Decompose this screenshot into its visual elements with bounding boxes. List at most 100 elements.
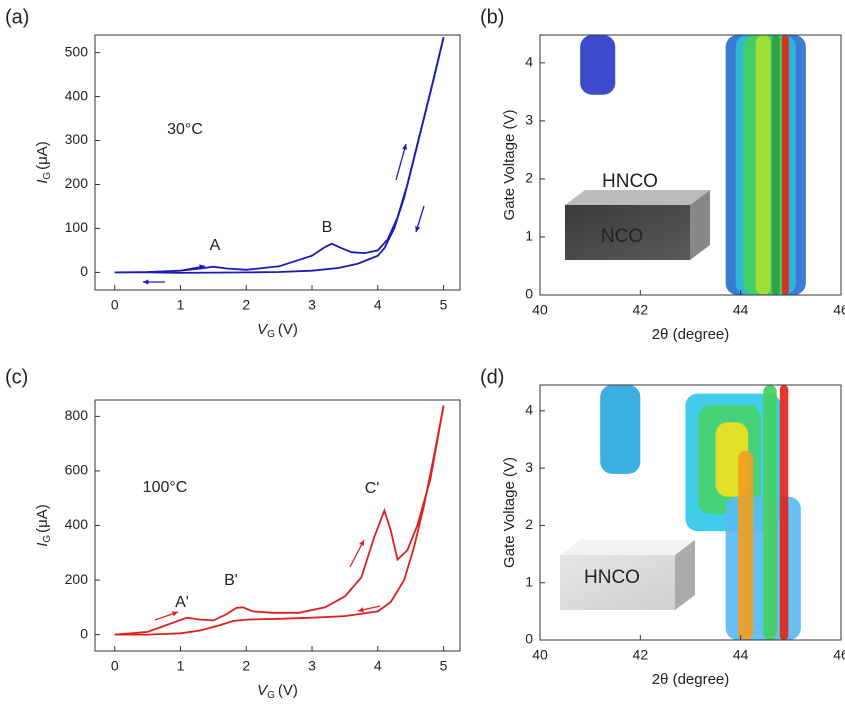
panel-label: (c): [5, 366, 28, 388]
y-axis-label: IG (μA): [34, 141, 53, 184]
intensity-region: [580, 35, 616, 95]
inset-label: HNCO: [602, 171, 658, 192]
x-tick-label: 5: [440, 658, 448, 674]
label-symbol: V: [257, 682, 269, 699]
axes-frame: [539, 34, 842, 296]
intensity-region: [771, 35, 780, 295]
y-tick-label: 1: [525, 228, 533, 244]
intensity-region: [779, 385, 789, 640]
inset-box: [560, 555, 675, 610]
plot-area: [600, 385, 801, 640]
plot-area: [114, 405, 445, 636]
y-tick-label: 200: [65, 175, 89, 191]
y-tick-label: 300: [65, 131, 89, 147]
y-axis-label: IG (μA): [34, 504, 53, 547]
axes-frame: [539, 384, 842, 641]
arrow-head: [172, 611, 178, 617]
x-tick-label: 0: [111, 297, 119, 313]
y-tick-label: 400: [65, 516, 89, 532]
label-unit: (V): [278, 682, 298, 699]
inset-box-side: [675, 540, 695, 610]
x-tick-label: 0: [111, 658, 119, 674]
y-tick-label: 2: [525, 170, 533, 186]
data-line: [114, 36, 445, 274]
label-sub: G: [42, 172, 53, 180]
x-tick-label: 1: [177, 297, 185, 313]
label-symbol: I: [34, 180, 51, 184]
y-tick-label: 0: [525, 631, 533, 647]
y-tick-label: 3: [525, 459, 533, 475]
data-line: [114, 405, 445, 636]
x-tick-label: 3: [308, 658, 316, 674]
inset-box: [565, 205, 690, 260]
intensity-region: [763, 385, 777, 640]
x-tick-label: 46: [833, 647, 845, 663]
plot-area: [114, 36, 445, 274]
y-axis-label: Gate Voltage (V): [501, 457, 518, 568]
arrow-head: [143, 279, 149, 285]
label-sub: G: [267, 329, 275, 340]
annotation: B: [322, 219, 333, 236]
plot-area: [580, 35, 806, 295]
y-tick-label: 2: [525, 516, 533, 532]
y-tick-label: 100: [65, 219, 89, 235]
label-sub: G: [267, 690, 275, 701]
inset-box-top: [565, 190, 710, 205]
x-axis-label: VG (V): [257, 321, 298, 340]
x-axis-label: 2θ (degree): [652, 671, 730, 688]
annotation: A: [210, 237, 221, 254]
annotation: C': [365, 480, 380, 497]
x-tick-label: 2: [242, 658, 250, 674]
y-tick-label: 3: [525, 112, 533, 128]
arrow-head: [199, 264, 205, 270]
label-symbol: V: [257, 321, 269, 338]
arrow-head: [359, 540, 364, 546]
x-tick-label: 42: [633, 302, 649, 318]
x-tick-label: 4: [374, 297, 382, 313]
panel-label: (a): [5, 6, 29, 28]
x-axis-label: 2θ (degree): [652, 326, 730, 343]
annotation: 100°C: [143, 479, 188, 496]
label-unit: (μA): [34, 141, 51, 170]
annotation: B': [224, 572, 238, 589]
data-line: [114, 36, 445, 274]
x-tick-label: 40: [532, 302, 548, 318]
label-unit: (V): [278, 321, 298, 338]
y-tick-label: 0: [80, 263, 88, 279]
y-tick-label: 400: [65, 87, 89, 103]
arrow-head: [358, 607, 364, 613]
data-line: [114, 405, 445, 636]
inset-label: HNCO: [584, 567, 640, 588]
y-tick-label: 0: [525, 286, 533, 302]
annotation: 30°C: [167, 121, 203, 138]
intensity-region: [755, 35, 771, 295]
axes-frame: [94, 34, 461, 291]
intensity-region: [738, 450, 754, 640]
y-tick-label: 200: [65, 571, 89, 587]
panel-label: (d): [480, 366, 504, 388]
x-tick-label: 40: [532, 647, 548, 663]
intensity-region: [600, 385, 641, 474]
y-tick-label: 600: [65, 462, 89, 478]
y-tick-label: 1: [525, 573, 533, 589]
annotation: A': [175, 594, 189, 611]
label-symbol: I: [34, 543, 51, 547]
arrow-head: [402, 144, 408, 150]
x-tick-label: 42: [633, 647, 649, 663]
label-unit: (μA): [34, 504, 51, 533]
x-axis-label: VG (V): [257, 682, 298, 701]
x-tick-label: 3: [308, 297, 316, 313]
x-tick-label: 46: [833, 302, 845, 318]
y-tick-label: 4: [525, 54, 533, 70]
y-tick-label: 0: [80, 625, 88, 641]
arrow-head: [415, 226, 421, 232]
panel-label: (b): [480, 6, 504, 28]
x-tick-label: 2: [242, 297, 250, 313]
y-tick-label: 500: [65, 43, 89, 59]
inset-box-top: [560, 540, 695, 555]
x-tick-label: 4: [374, 658, 382, 674]
y-tick-label: 4: [525, 401, 533, 417]
x-tick-label: 5: [440, 297, 448, 313]
y-tick-label: 800: [65, 407, 89, 423]
